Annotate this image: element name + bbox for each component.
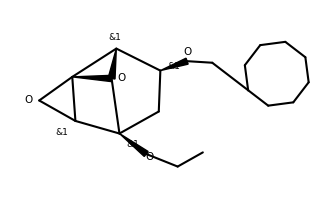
Text: O: O <box>183 47 191 57</box>
Text: &1: &1 <box>108 33 121 42</box>
Text: O: O <box>117 73 126 83</box>
Text: O: O <box>24 95 32 105</box>
Polygon shape <box>119 134 148 157</box>
Text: &1: &1 <box>126 140 139 149</box>
Text: &1: &1 <box>56 128 68 137</box>
Text: O: O <box>146 152 154 162</box>
Polygon shape <box>72 75 112 82</box>
Polygon shape <box>160 58 188 71</box>
Text: &1: &1 <box>167 62 180 71</box>
Polygon shape <box>108 49 116 79</box>
